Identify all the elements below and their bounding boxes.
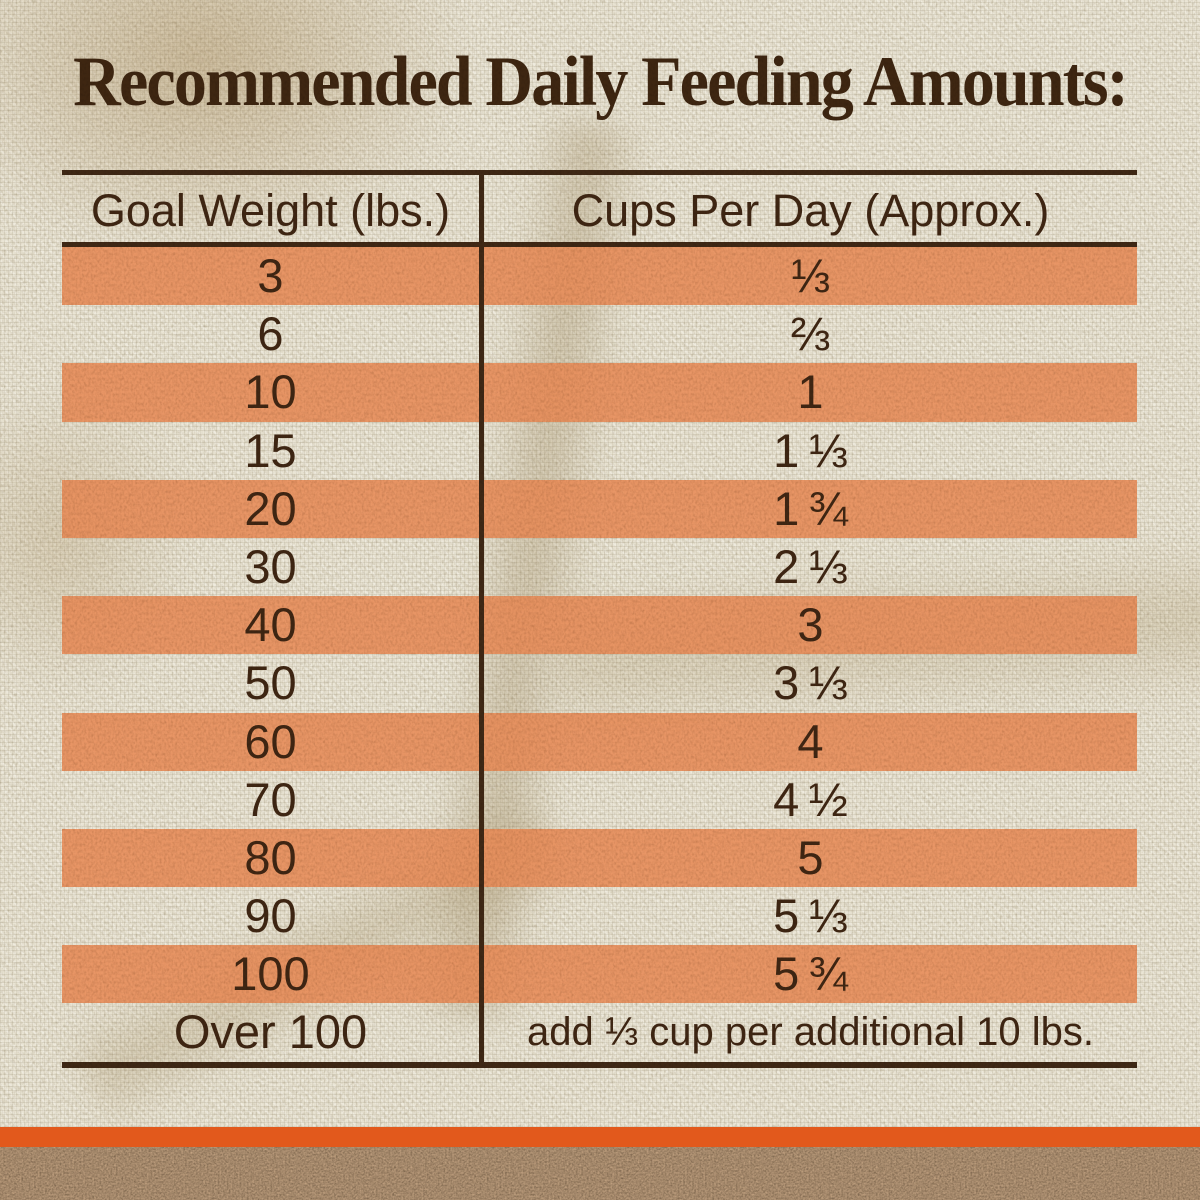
cups-per-day-value: ⅓ bbox=[790, 249, 831, 302]
table-row: 60 4 bbox=[62, 712, 1137, 771]
soil-texture-band bbox=[0, 1147, 1200, 1200]
feeding-table: Goal Weight (lbs.) Cups Per Day (Approx.… bbox=[62, 170, 1137, 1068]
goal-weight-value: 80 bbox=[244, 830, 297, 884]
cups-per-day-value: add ⅓ cup per additional 10 lbs. bbox=[526, 1010, 1095, 1055]
cups-per-day-value: 1 ¾ bbox=[773, 481, 848, 535]
goal-weight-value: 40 bbox=[244, 598, 297, 652]
goal-weight-value: 60 bbox=[244, 714, 297, 768]
cups-per-day-value: 4 ½ bbox=[773, 772, 848, 826]
goal-weight-value: 15 bbox=[244, 423, 297, 477]
goal-weight-value: 30 bbox=[244, 539, 297, 593]
cups-per-day-value: 1 ⅓ bbox=[773, 423, 848, 477]
goal-weight-value: 20 bbox=[244, 481, 297, 535]
goal-weight-value: 50 bbox=[244, 656, 297, 710]
goal-weight-value: 6 bbox=[257, 307, 284, 361]
column-divider-line bbox=[479, 175, 484, 1062]
table-row: 10 1 bbox=[62, 363, 1137, 422]
table-header-row: Goal Weight (lbs.) Cups Per Day (Approx.… bbox=[62, 175, 1137, 247]
page-title: Recommended Daily Feeding Amounts: bbox=[73, 43, 1129, 121]
table-row: 90 5 ⅓ bbox=[62, 887, 1137, 945]
table-row: 50 3 ⅓ bbox=[62, 654, 1137, 712]
table-row: 3 ⅓ bbox=[62, 247, 1137, 306]
goal-weight-value: 3 bbox=[257, 249, 284, 302]
cups-per-day-value: 1 bbox=[797, 365, 824, 419]
cups-per-day-value: 2 ⅓ bbox=[773, 539, 848, 593]
table-row: 100 5 ¾ bbox=[62, 945, 1137, 1004]
table-row: 80 5 bbox=[62, 828, 1137, 888]
table-row: 20 1 ¾ bbox=[62, 479, 1137, 538]
goal-weight-value: 100 bbox=[231, 947, 310, 1001]
table-body: 3 ⅓ 6 ⅔ 10 1 15 1 ⅓ 20 1 ¾ 30 2 ⅓ bbox=[62, 247, 1137, 1062]
soil-noise-texture bbox=[0, 1147, 1200, 1200]
cups-per-day-value: 3 ⅓ bbox=[773, 656, 848, 710]
table-row: Over 100 add ⅓ cup per additional 10 lbs… bbox=[62, 1003, 1137, 1061]
cups-per-day-value: 4 bbox=[797, 714, 824, 768]
table-row: 30 2 ⅓ bbox=[62, 538, 1137, 596]
goal-weight-value: 70 bbox=[244, 772, 297, 826]
cups-per-day-value: 5 ¾ bbox=[773, 947, 848, 1001]
column-header-cups-per-day: Cups Per Day (Approx.) bbox=[571, 185, 1050, 236]
column-header-goal-weight: Goal Weight (lbs.) bbox=[90, 185, 451, 236]
table-row: 40 3 bbox=[62, 596, 1137, 655]
table-row: 6 ⅔ bbox=[62, 305, 1137, 363]
cups-per-day-value: 3 bbox=[797, 598, 824, 652]
cups-per-day-value: 5 bbox=[797, 830, 824, 884]
cups-per-day-value: 5 ⅓ bbox=[773, 889, 848, 943]
orange-accent-bar bbox=[0, 1127, 1200, 1147]
table-row: 15 1 ⅓ bbox=[62, 422, 1137, 480]
goal-weight-value: 10 bbox=[244, 365, 297, 419]
goal-weight-value: 90 bbox=[244, 889, 297, 943]
table-row: 70 4 ½ bbox=[62, 771, 1137, 829]
cups-per-day-value: ⅔ bbox=[790, 307, 831, 361]
goal-weight-value: Over 100 bbox=[173, 1005, 368, 1059]
